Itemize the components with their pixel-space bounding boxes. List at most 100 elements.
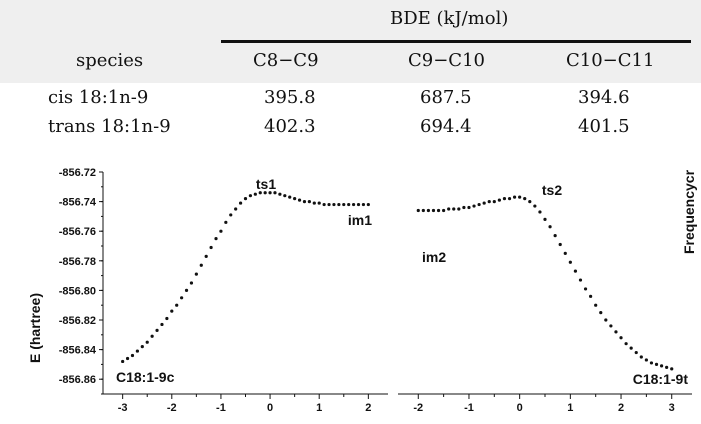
- data-point: [204, 254, 208, 258]
- annotation-label: im1: [348, 212, 372, 228]
- data-point: [518, 195, 522, 199]
- data-point: [462, 205, 466, 210]
- row-cis-c9-c10: 687.5: [420, 87, 472, 108]
- data-point: [145, 340, 149, 344]
- data-point: [594, 303, 598, 307]
- row-cis-c8-c9: 395.8: [264, 87, 316, 108]
- data-point: [442, 208, 446, 213]
- x-tick-label: 1: [316, 402, 322, 414]
- data-point: [165, 316, 169, 321]
- data-point: [263, 191, 267, 195]
- data-point: [194, 272, 198, 276]
- annotation-label: im2: [422, 249, 446, 265]
- data-point: [553, 234, 557, 238]
- y-tick-label: -856.80: [59, 285, 96, 297]
- data-point: [578, 278, 583, 282]
- data-point: [573, 269, 578, 273]
- annotation-label: ts2: [542, 182, 562, 198]
- data-point: [654, 362, 659, 366]
- data-point: [125, 356, 130, 361]
- data-point: [283, 194, 287, 198]
- data-point: [248, 194, 253, 198]
- data-point: [253, 192, 257, 196]
- x-tick-label: 0: [267, 402, 273, 414]
- row-cis-species: cis 18:1n-9: [48, 87, 149, 108]
- data-point: [452, 207, 456, 211]
- data-point: [609, 324, 613, 328]
- left-panel: -3 -2 -1 0 1 2 C18:1-9c ts1 im1: [103, 176, 388, 414]
- data-point: [563, 251, 567, 255]
- data-point: [523, 197, 527, 201]
- y-tick-label: -856.74: [59, 197, 97, 209]
- x-tick-label: 2: [618, 402, 624, 414]
- data-point: [599, 311, 603, 315]
- data-point: [352, 202, 356, 207]
- x-tick-label: -2: [167, 402, 177, 414]
- right-panel: -2 -1 0 1 2 3 im2 ts2 C18:1-9t: [398, 182, 692, 414]
- data-point: [258, 191, 262, 195]
- data-point: [130, 353, 135, 358]
- data-point: [278, 192, 282, 196]
- data-point: [155, 328, 159, 332]
- data-point: [538, 210, 542, 214]
- data-point: [322, 202, 326, 207]
- x-tick-label: -1: [216, 402, 226, 414]
- x-tick-label: 2: [365, 402, 371, 414]
- data-point: [670, 367, 674, 371]
- data-point: [214, 237, 218, 241]
- data-point: [614, 330, 618, 334]
- x-tick-label: -1: [464, 402, 474, 414]
- data-point: [307, 200, 311, 204]
- chart-axes: -856.72 -856.74 -856.76 -856.78 -856.80 -856.…: [59, 167, 104, 395]
- data-point: [332, 202, 336, 207]
- data-point: [180, 296, 184, 300]
- data-point: [431, 208, 436, 213]
- y-axis-label: E (hartree): [27, 293, 43, 363]
- data-point: [649, 361, 654, 365]
- column-header-c9-c10: C9−C10: [408, 50, 485, 71]
- data-point: [624, 342, 628, 346]
- data-point: [356, 202, 361, 207]
- row-trans-c9-c10: 694.4: [420, 116, 472, 137]
- data-point: [619, 336, 623, 340]
- data-point: [497, 198, 501, 202]
- data-point: [533, 204, 537, 208]
- data-point: [467, 205, 471, 210]
- data-point: [492, 200, 496, 204]
- data-point: [568, 260, 572, 264]
- right-frequency-label: Frequencycr: [681, 169, 697, 254]
- data-point: [361, 202, 366, 207]
- data-point: [135, 349, 139, 353]
- data-point: [426, 208, 431, 213]
- data-point: [634, 350, 638, 355]
- data-point: [644, 358, 648, 362]
- annotation-label: ts1: [256, 176, 276, 192]
- column-header-c10-c11: C10−C11: [566, 50, 655, 71]
- data-point: [199, 263, 203, 267]
- data-point: [189, 281, 194, 285]
- data-point: [447, 207, 451, 211]
- data-point: [502, 197, 507, 201]
- data-point: [421, 208, 425, 213]
- column-header-species: species: [76, 50, 144, 71]
- data-point: [583, 287, 588, 291]
- data-point: [219, 229, 223, 233]
- data-point: [528, 200, 532, 204]
- data-point: [507, 197, 512, 201]
- data-point: [487, 200, 491, 204]
- data-point: [160, 322, 164, 327]
- data-point: [121, 359, 125, 364]
- x-tick-label: 0: [517, 402, 523, 414]
- y-tick-label: -856.72: [59, 167, 96, 179]
- data-point: [347, 202, 351, 207]
- data-point: [293, 197, 297, 201]
- data-point: [589, 294, 593, 298]
- data-point: [175, 303, 179, 307]
- data-point: [150, 334, 154, 338]
- y-tick-label: -856.86: [59, 374, 96, 386]
- data-point: [366, 202, 370, 207]
- data-point: [312, 201, 316, 205]
- data-point: [297, 198, 302, 202]
- data-point: [416, 208, 420, 213]
- data-point: [234, 207, 238, 211]
